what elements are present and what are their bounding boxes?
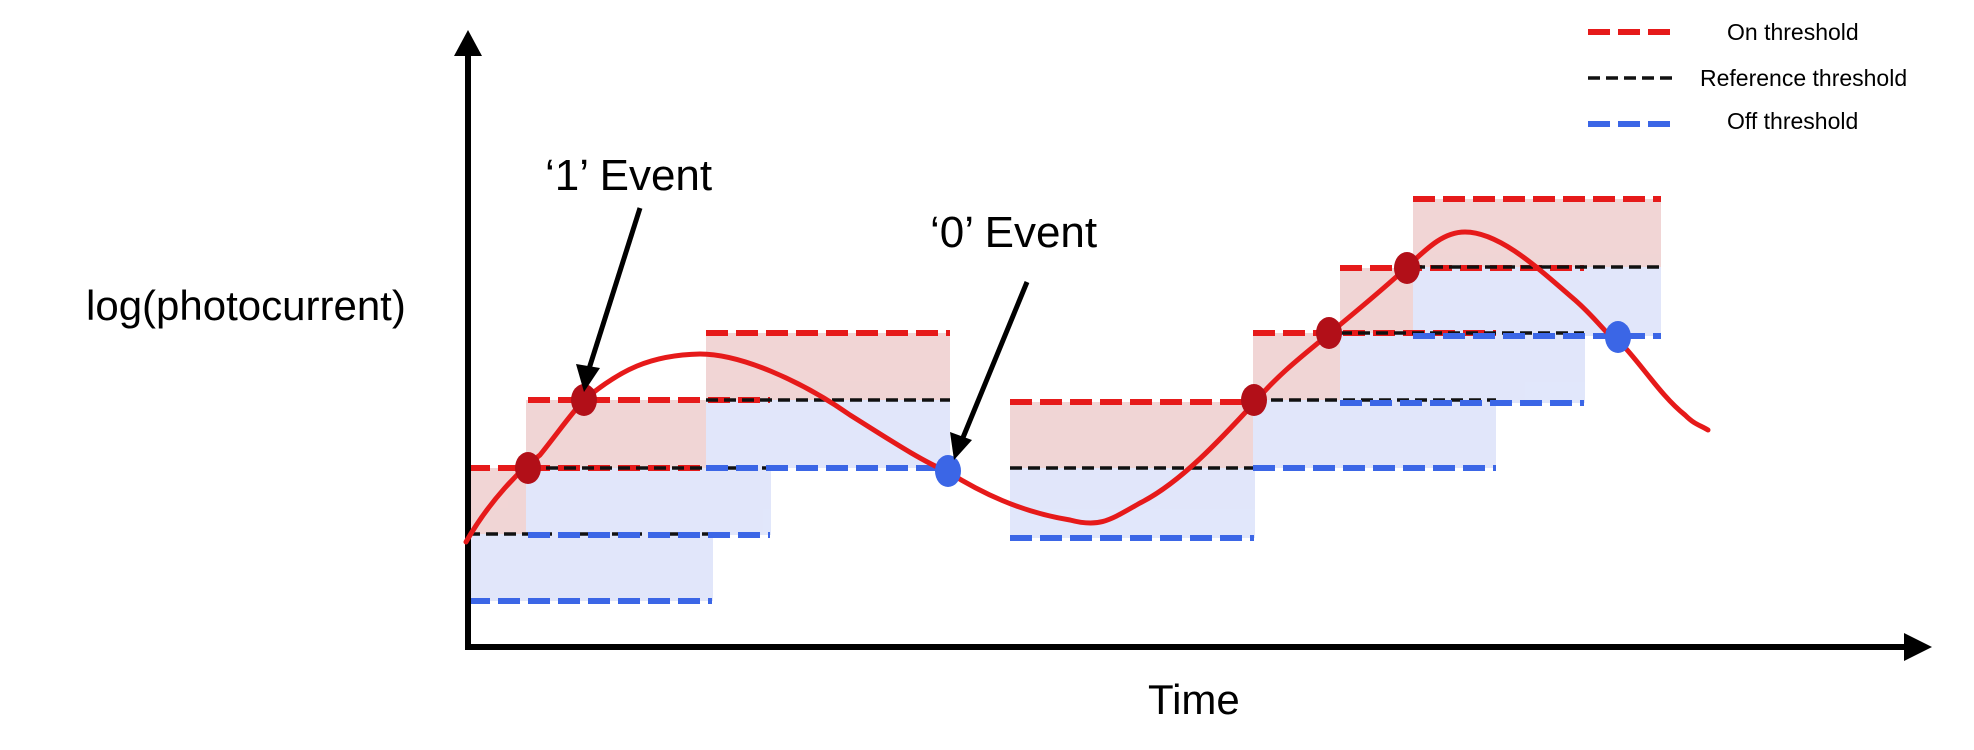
x-axis-arrowhead [1904, 633, 1932, 661]
off-band [1253, 400, 1496, 468]
off-band [526, 468, 771, 535]
legend: On threshold Reference threshold Off thr… [1588, 19, 1907, 134]
on-band [706, 333, 950, 400]
on-event-arrowhead [576, 364, 600, 392]
on-event-arrow [585, 207, 643, 373]
off-band [1340, 333, 1585, 403]
off-band [1010, 468, 1255, 538]
on-event-dot [1241, 384, 1267, 416]
on-event-label: ‘1’ Event [545, 151, 712, 200]
on-band [1010, 402, 1255, 468]
off-event-dot [1605, 321, 1631, 353]
off-band [466, 534, 713, 601]
off-event-dot [935, 455, 961, 487]
legend-label-reference: Reference threshold [1700, 65, 1907, 91]
photocurrent-signal-curve [463, 229, 1711, 545]
axes [454, 30, 1932, 661]
legend-label-on: On threshold [1727, 19, 1859, 45]
y-axis-arrowhead [454, 30, 482, 56]
on-event-dot [515, 452, 541, 484]
on-event-dot [1316, 317, 1342, 349]
legend-label-off: Off threshold [1727, 108, 1858, 134]
y-axis-label: log(photocurrent) [86, 282, 406, 329]
off-event-arrowhead [950, 432, 972, 460]
annotation-arrows [576, 207, 1030, 460]
off-event-arrow [959, 281, 1030, 441]
on-event-dot [1394, 252, 1420, 284]
event-markers [515, 252, 1631, 487]
off-band [706, 400, 950, 468]
x-axis-label: Time [1148, 676, 1240, 723]
off-event-label: ‘0’ Event [930, 208, 1097, 257]
on-event-dot [571, 384, 597, 416]
threshold-lines [468, 196, 1661, 604]
